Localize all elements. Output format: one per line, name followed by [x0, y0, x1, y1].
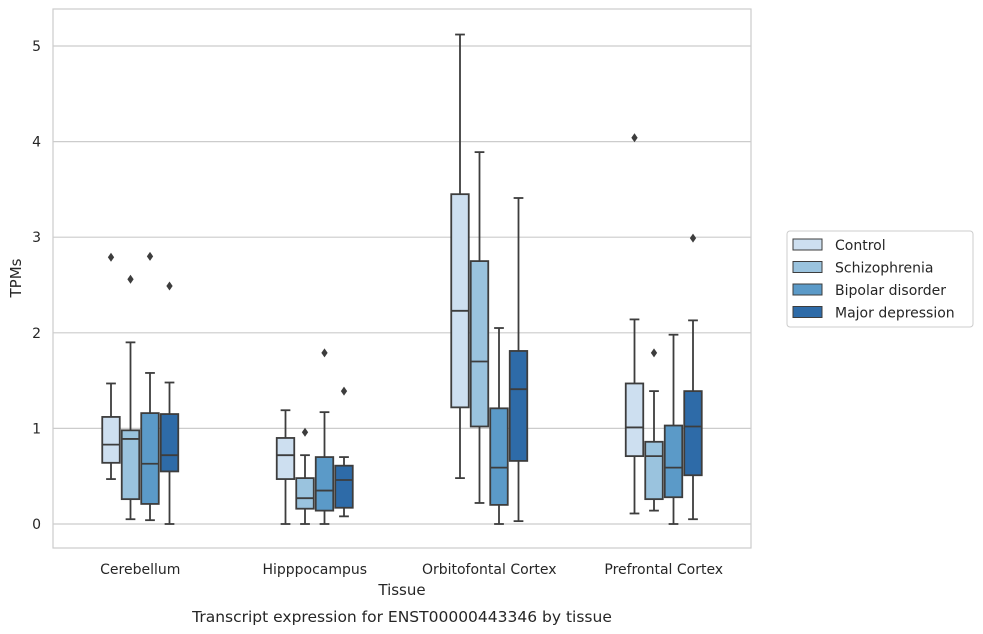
outlier-marker	[321, 348, 328, 358]
legend-label: Bipolar disorder	[835, 283, 946, 299]
box-major-depression	[159, 281, 180, 525]
box-major-depression	[508, 197, 529, 523]
box-iqr	[489, 407, 509, 506]
box-series	[101, 33, 703, 525]
y-tick-label: 1	[32, 421, 41, 437]
box-schizophrenia	[469, 151, 490, 504]
outlier-marker	[650, 348, 658, 358]
y-tick-label: 4	[32, 135, 41, 151]
y-tick-label: 2	[32, 326, 41, 342]
chart-caption: Transcript expression for ENST0000044334…	[191, 608, 612, 626]
legend-swatch	[792, 238, 823, 251]
box-schizophrenia	[644, 348, 664, 512]
x-tick-label: Hipppocampus	[262, 562, 367, 578]
box-iqr	[120, 429, 141, 501]
box-iqr	[644, 440, 664, 501]
box-iqr	[683, 390, 703, 477]
legend-label: Schizophrenia	[835, 261, 933, 277]
box-iqr	[295, 477, 315, 510]
outlier-marker	[166, 281, 173, 291]
box-iqr	[314, 456, 335, 512]
box-control	[624, 133, 645, 515]
x-axis-title: Tissue	[377, 581, 425, 599]
y-tick-labels: 0 1 2 3 4 5	[32, 39, 41, 533]
box-bipolar-disorder	[314, 348, 335, 525]
box-control	[450, 33, 470, 480]
outlier-marker	[127, 274, 134, 284]
legend: Control Schizophrenia Bipolar disorder Majo…	[786, 230, 974, 328]
legend-swatch	[792, 261, 823, 273]
x-tick-label: Cerebellum	[100, 562, 180, 578]
box-schizophrenia	[120, 274, 141, 521]
y-tick-label: 0	[32, 517, 41, 533]
box-bipolar-disorder	[663, 333, 684, 525]
box-schizophrenia	[295, 427, 315, 525]
box-iqr	[469, 260, 490, 428]
x-tick-label: Prefrontal Cortex	[604, 562, 723, 578]
y-axis-title: TPMs	[7, 258, 25, 298]
outlier-marker	[146, 251, 154, 261]
box-bipolar-disorder	[140, 251, 160, 522]
box-major-depression	[334, 386, 354, 518]
outlier-marker	[631, 133, 638, 143]
plot-frame	[52, 8, 752, 549]
outlier-marker	[340, 386, 348, 396]
box-iqr	[159, 413, 180, 473]
y-tick-label: 3	[32, 230, 41, 246]
outlier-marker	[301, 427, 309, 437]
box-iqr	[334, 464, 354, 509]
x-tick-labels: Cerebellum Hipppocampus Orbitofontal Corte…	[100, 562, 723, 578]
box-iqr	[624, 382, 645, 458]
outlier-marker	[689, 233, 697, 243]
x-tick-label: Orbitofontal Cortex	[422, 562, 557, 578]
box-iqr	[450, 193, 470, 409]
box-control	[275, 409, 296, 525]
legend-label: Control	[835, 238, 886, 254]
box-iqr	[663, 424, 684, 499]
box-bipolar-disorder	[489, 327, 509, 525]
outlier-marker	[107, 252, 115, 262]
legend-swatch	[792, 283, 823, 296]
box-iqr	[275, 437, 296, 480]
legend-label: Major depression	[835, 306, 955, 322]
box-major-depression	[683, 233, 703, 521]
y-tick-label: 5	[32, 39, 41, 55]
legend-swatch	[792, 306, 823, 318]
box-iqr	[101, 416, 121, 464]
legend-frame	[786, 230, 974, 328]
box-iqr	[140, 412, 160, 505]
box-control	[101, 252, 121, 480]
box-iqr	[508, 350, 529, 462]
